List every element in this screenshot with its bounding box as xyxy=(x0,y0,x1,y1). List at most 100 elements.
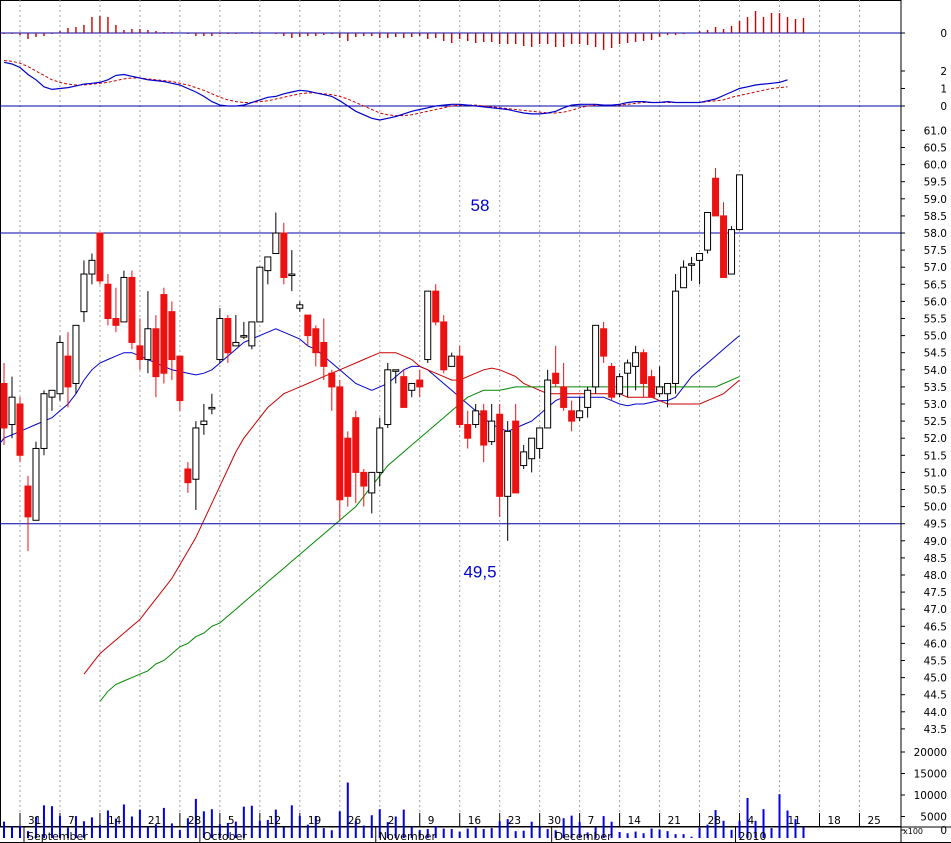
candle xyxy=(704,211,712,254)
level-label: 58 xyxy=(471,196,490,215)
candle xyxy=(104,274,112,326)
price-tick-label: 49.5 xyxy=(924,519,947,531)
candle-body xyxy=(176,355,184,402)
candle-body xyxy=(232,341,240,347)
candle-body xyxy=(704,211,712,251)
candle-body xyxy=(696,253,704,261)
price-tick-label: 56.0 xyxy=(924,296,947,308)
candle xyxy=(688,256,696,281)
plot-frame xyxy=(0,0,902,827)
candle-body xyxy=(152,328,160,378)
day-label: 14 xyxy=(628,815,642,827)
candle xyxy=(48,389,56,411)
candle-body xyxy=(224,318,232,354)
month-label: November xyxy=(379,830,437,843)
candle xyxy=(328,369,336,411)
macd-tick-label: 1 xyxy=(940,84,947,96)
candle-body xyxy=(424,290,432,361)
candle-body xyxy=(8,396,16,426)
price-tick-label: 43.5 xyxy=(924,724,947,736)
month-label: 2010 xyxy=(739,830,767,843)
day-label: 4 xyxy=(748,815,755,827)
candle xyxy=(456,345,464,428)
price-tick-label: 57.5 xyxy=(924,245,947,257)
candle xyxy=(120,270,128,323)
candle xyxy=(672,274,680,394)
day-label: 21 xyxy=(148,815,161,827)
candle-body xyxy=(344,437,352,497)
candle xyxy=(56,335,64,401)
candle-body xyxy=(208,406,216,410)
candle xyxy=(368,471,376,514)
price-tick-label: 49.0 xyxy=(924,536,947,548)
price-tick-label: 56.5 xyxy=(924,279,947,291)
day-label: 28 xyxy=(188,815,201,827)
price-tick-label: 48.5 xyxy=(924,553,947,565)
candle xyxy=(640,349,648,398)
macd-line xyxy=(3,61,788,121)
candle-body xyxy=(304,314,312,337)
candle xyxy=(624,359,632,398)
histogram-tick-label: 0 xyxy=(940,28,947,40)
price-tick-label: 46.5 xyxy=(924,621,947,633)
candle-body xyxy=(576,410,584,419)
day-label: 14 xyxy=(108,815,122,827)
candle-body xyxy=(632,352,640,367)
candle-body xyxy=(48,389,56,398)
price-tick-label: 55.0 xyxy=(924,331,947,343)
day-label: 11 xyxy=(788,815,801,827)
candle xyxy=(224,315,232,363)
axes-layer: 31 7 14 21 28 5 12 19 26 2 9 16 23 30 7 14 21 28 4 11 18 25Se… xyxy=(23,28,947,843)
candle xyxy=(424,290,432,363)
candle-body xyxy=(200,420,208,426)
candle-body xyxy=(616,376,624,395)
candle xyxy=(112,287,120,333)
candle-body xyxy=(536,427,544,449)
candle xyxy=(440,315,448,374)
ma-medium-line xyxy=(83,352,740,675)
candle xyxy=(464,410,472,449)
candle xyxy=(536,427,544,459)
candle xyxy=(512,404,520,494)
day-label: 23 xyxy=(508,815,521,827)
candle xyxy=(552,345,560,387)
signal-line xyxy=(3,60,788,117)
candle-body xyxy=(528,437,536,460)
price-tick-label: 60.5 xyxy=(924,143,947,155)
candle-body xyxy=(688,263,696,266)
candle-body xyxy=(400,376,408,408)
candle-body xyxy=(264,256,272,272)
candle xyxy=(400,369,408,408)
candle xyxy=(128,270,136,350)
candle xyxy=(472,404,480,428)
candle xyxy=(272,212,280,255)
candle xyxy=(136,318,144,370)
candle-body xyxy=(336,386,344,501)
month-label: September xyxy=(27,830,88,843)
volume-panel xyxy=(3,782,805,838)
candle-body xyxy=(520,451,528,467)
candle-body xyxy=(184,468,192,484)
candle xyxy=(304,314,312,346)
candle-body xyxy=(368,471,376,494)
candle xyxy=(280,222,288,285)
candle-body xyxy=(24,485,32,518)
candle-body xyxy=(384,369,392,426)
candle-body xyxy=(312,328,320,354)
candle-body xyxy=(712,177,720,217)
day-label: 7 xyxy=(68,815,75,827)
price-tick-label: 47.0 xyxy=(924,604,947,616)
candle-body xyxy=(96,232,104,282)
candle xyxy=(648,369,656,398)
macd-tick-label: 0 xyxy=(940,101,947,113)
price-tick-label: 58.0 xyxy=(924,228,947,240)
candle-body xyxy=(552,372,560,384)
candle-body xyxy=(624,362,632,374)
candle xyxy=(520,445,528,469)
candle-body xyxy=(464,424,472,439)
level-lines: 58 49,5 xyxy=(0,196,901,582)
candle xyxy=(152,315,160,398)
candle xyxy=(344,431,352,507)
day-label: 21 xyxy=(668,815,681,827)
candle-body xyxy=(736,174,744,231)
